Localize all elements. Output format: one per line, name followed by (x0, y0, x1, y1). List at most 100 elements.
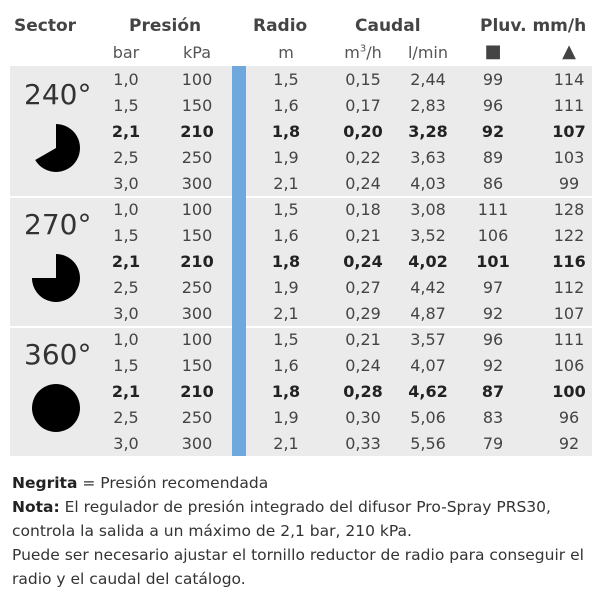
pie-270-icon (32, 254, 80, 302)
cell-lmin: 5,56 (410, 434, 446, 453)
cell-sq: 92 (482, 356, 504, 375)
cell-sq: 101 (476, 252, 510, 271)
table-row: 2,5 250 1,9 0,27 4,42 97 112 (10, 275, 592, 301)
cell-radio: 2,1 (273, 434, 299, 453)
cell-tri: 100 (552, 382, 586, 401)
cell-bar: 1,0 (113, 70, 139, 89)
cell-bar: 1,0 (113, 200, 139, 219)
cell-kpa: 150 (181, 96, 213, 115)
cell-sq: 111 (477, 200, 509, 219)
cell-bar: 1,5 (113, 96, 139, 115)
pie-shape (32, 384, 80, 432)
square-icon: ■ (484, 41, 502, 62)
cell-sq: 92 (482, 304, 504, 323)
cell-sq: 89 (482, 148, 504, 167)
pie-240-icon (35, 124, 80, 172)
table-row: 1,0 100 1,5 0,15 2,44 99 114 (10, 67, 592, 93)
cell-radio: 1,5 (273, 200, 299, 219)
cell-lmin: 3,52 (410, 226, 446, 245)
cell-radio: 2,1 (273, 174, 299, 193)
note-negrita-label: Negrita (12, 474, 78, 492)
cell-lmin: 2,83 (410, 96, 446, 115)
cell-sq: 79 (482, 434, 504, 453)
cell-m3h: 0,17 (345, 96, 381, 115)
header-radio: Radio (253, 16, 308, 36)
unit-m3h: m3/h (330, 43, 396, 62)
cell-radio: 1,6 (273, 96, 299, 115)
cell-kpa: 300 (181, 434, 213, 453)
cell-bar: 1,5 (113, 356, 139, 375)
unit-lmin: l/min (407, 43, 448, 62)
cell-bar: 3,0 (113, 174, 139, 193)
cell-m3h: 0,29 (345, 304, 381, 323)
cell-lmin: 2,44 (410, 70, 446, 89)
pie-360-icon (32, 384, 80, 432)
cell-sq: 106 (477, 226, 509, 245)
sector-label: 360° (24, 338, 92, 371)
cell-kpa: 210 (180, 382, 214, 401)
cell-radio: 1,5 (273, 70, 299, 89)
cell-kpa: 150 (181, 226, 213, 245)
cell-sq: 92 (481, 122, 505, 141)
cell-m3h: 0,22 (345, 148, 381, 167)
sector-block: 240° 1,0 100 1,5 0,15 2,44 99 114 1,5 150 1,6 0,17 2… (10, 66, 592, 196)
header-caudal: Caudal (355, 16, 421, 36)
cell-sq: 99 (482, 70, 504, 89)
cell-lmin: 3,08 (410, 200, 446, 219)
cell-radio: 1,9 (273, 408, 299, 427)
cell-tri: 128 (553, 200, 585, 219)
cell-lmin: 4,07 (410, 356, 446, 375)
cell-bar: 2,5 (113, 148, 139, 167)
cell-kpa: 100 (181, 70, 213, 89)
table-row: 2,1 210 1,8 0,20 3,28 92 107 (10, 119, 592, 145)
note-extra: Puede ser necesario ajustar el tornillo … (12, 546, 584, 588)
cell-tri: 99 (558, 174, 580, 193)
unit-kpa: kPa (183, 43, 211, 62)
cell-lmin: 4,42 (410, 278, 446, 297)
cell-lmin: 4,62 (408, 382, 448, 401)
cell-radio: 1,9 (273, 278, 299, 297)
cell-tri: 106 (553, 356, 585, 375)
cell-kpa: 150 (181, 356, 213, 375)
table-row: 3,0 300 2,1 0,29 4,87 92 107 (10, 301, 592, 327)
table-row: 1,0 100 1,5 0,21 3,57 96 111 (10, 327, 592, 353)
cell-m3h: 0,28 (343, 382, 383, 401)
cell-m3h: 0,18 (345, 200, 381, 219)
cell-radio: 1,6 (273, 356, 299, 375)
cell-kpa: 250 (181, 278, 213, 297)
cell-tri: 111 (553, 96, 585, 115)
sector-block: 360° 1,0 100 1,5 0,21 3,57 96 111 1,5 150 1,6 0,24 4… (10, 326, 592, 456)
cell-bar: 3,0 (113, 304, 139, 323)
cell-lmin: 3,63 (410, 148, 446, 167)
cell-tri: 103 (553, 148, 585, 167)
cell-lmin: 4,03 (410, 174, 446, 193)
pie-shape (35, 124, 80, 172)
cell-lmin: 3,57 (410, 330, 446, 349)
cell-tri: 92 (558, 434, 580, 453)
sector-label: 270° (24, 208, 92, 241)
table-row: 3,0 300 2,1 0,24 4,03 86 99 (10, 171, 592, 197)
unit-m: m (278, 43, 294, 62)
note-negrita-text: = Presión recomendada (77, 474, 269, 492)
unit-bar: bar (112, 43, 140, 62)
cell-m3h: 0,30 (345, 408, 381, 427)
cell-tri: 107 (553, 304, 585, 323)
cell-bar: 2,1 (111, 252, 141, 271)
cell-kpa: 300 (181, 304, 213, 323)
accent-divider (232, 66, 246, 456)
unit-m3h-tail: /h (366, 43, 382, 62)
block-separator (10, 326, 592, 328)
cell-kpa: 100 (181, 330, 213, 349)
cell-radio: 1,6 (273, 226, 299, 245)
cell-bar: 3,0 (113, 434, 139, 453)
table-row: 2,1 210 1,8 0,28 4,62 87 100 (10, 379, 592, 405)
cell-tri: 107 (552, 122, 586, 141)
cell-sq: 83 (482, 408, 504, 427)
cell-m3h: 0,21 (345, 226, 381, 245)
cell-kpa: 250 (181, 148, 213, 167)
cell-tri: 114 (553, 70, 585, 89)
cell-kpa: 210 (180, 252, 214, 271)
cell-bar: 2,5 (113, 408, 139, 427)
table-row: 2,5 250 1,9 0,22 3,63 89 103 (10, 145, 592, 171)
pie-shape (32, 254, 80, 302)
